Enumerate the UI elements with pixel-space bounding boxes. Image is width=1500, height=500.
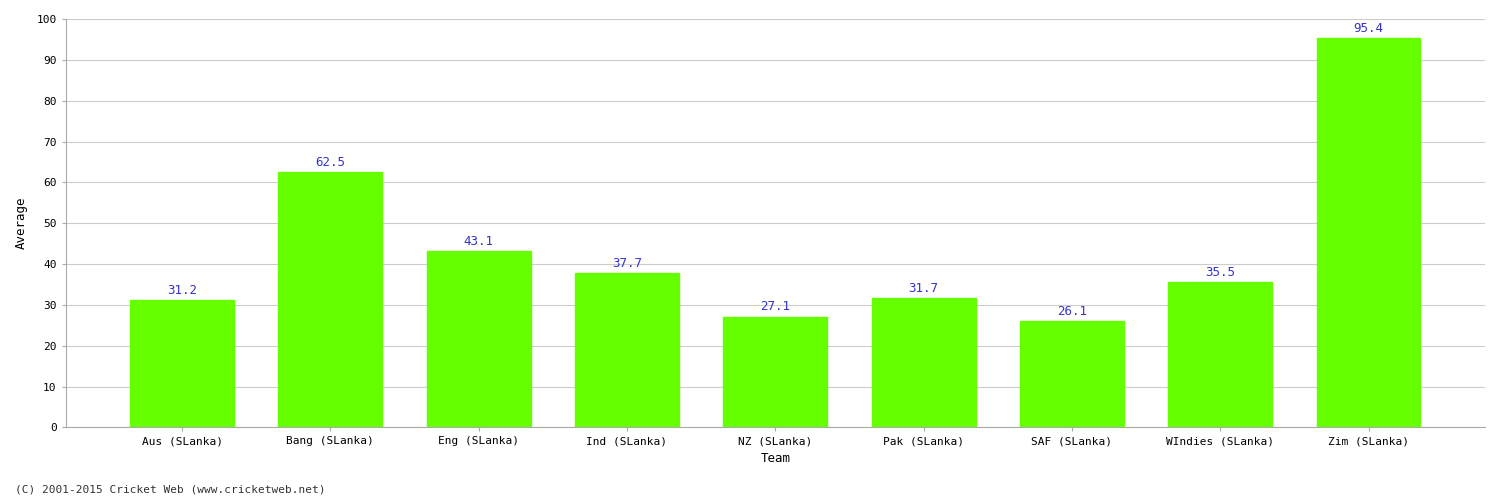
- Bar: [1317, 38, 1420, 428]
- Text: (C) 2001-2015 Cricket Web (www.cricketweb.net): (C) 2001-2015 Cricket Web (www.cricketwe…: [15, 485, 326, 495]
- Bar: [723, 316, 827, 428]
- Text: 62.5: 62.5: [315, 156, 345, 169]
- Text: 27.1: 27.1: [760, 300, 790, 314]
- Bar: [279, 172, 382, 428]
- Text: 37.7: 37.7: [612, 257, 642, 270]
- Text: 35.5: 35.5: [1206, 266, 1236, 279]
- Y-axis label: Average: Average: [15, 197, 28, 250]
- Text: 31.2: 31.2: [166, 284, 196, 296]
- Bar: [871, 298, 975, 428]
- Bar: [427, 252, 531, 428]
- Text: 26.1: 26.1: [1058, 304, 1088, 318]
- X-axis label: Team: Team: [760, 452, 790, 465]
- Text: 43.1: 43.1: [464, 235, 494, 248]
- Bar: [130, 300, 234, 428]
- Bar: [1168, 282, 1272, 428]
- Text: 31.7: 31.7: [909, 282, 939, 294]
- Bar: [1020, 321, 1124, 428]
- Text: 95.4: 95.4: [1353, 22, 1383, 35]
- Bar: [574, 274, 680, 428]
